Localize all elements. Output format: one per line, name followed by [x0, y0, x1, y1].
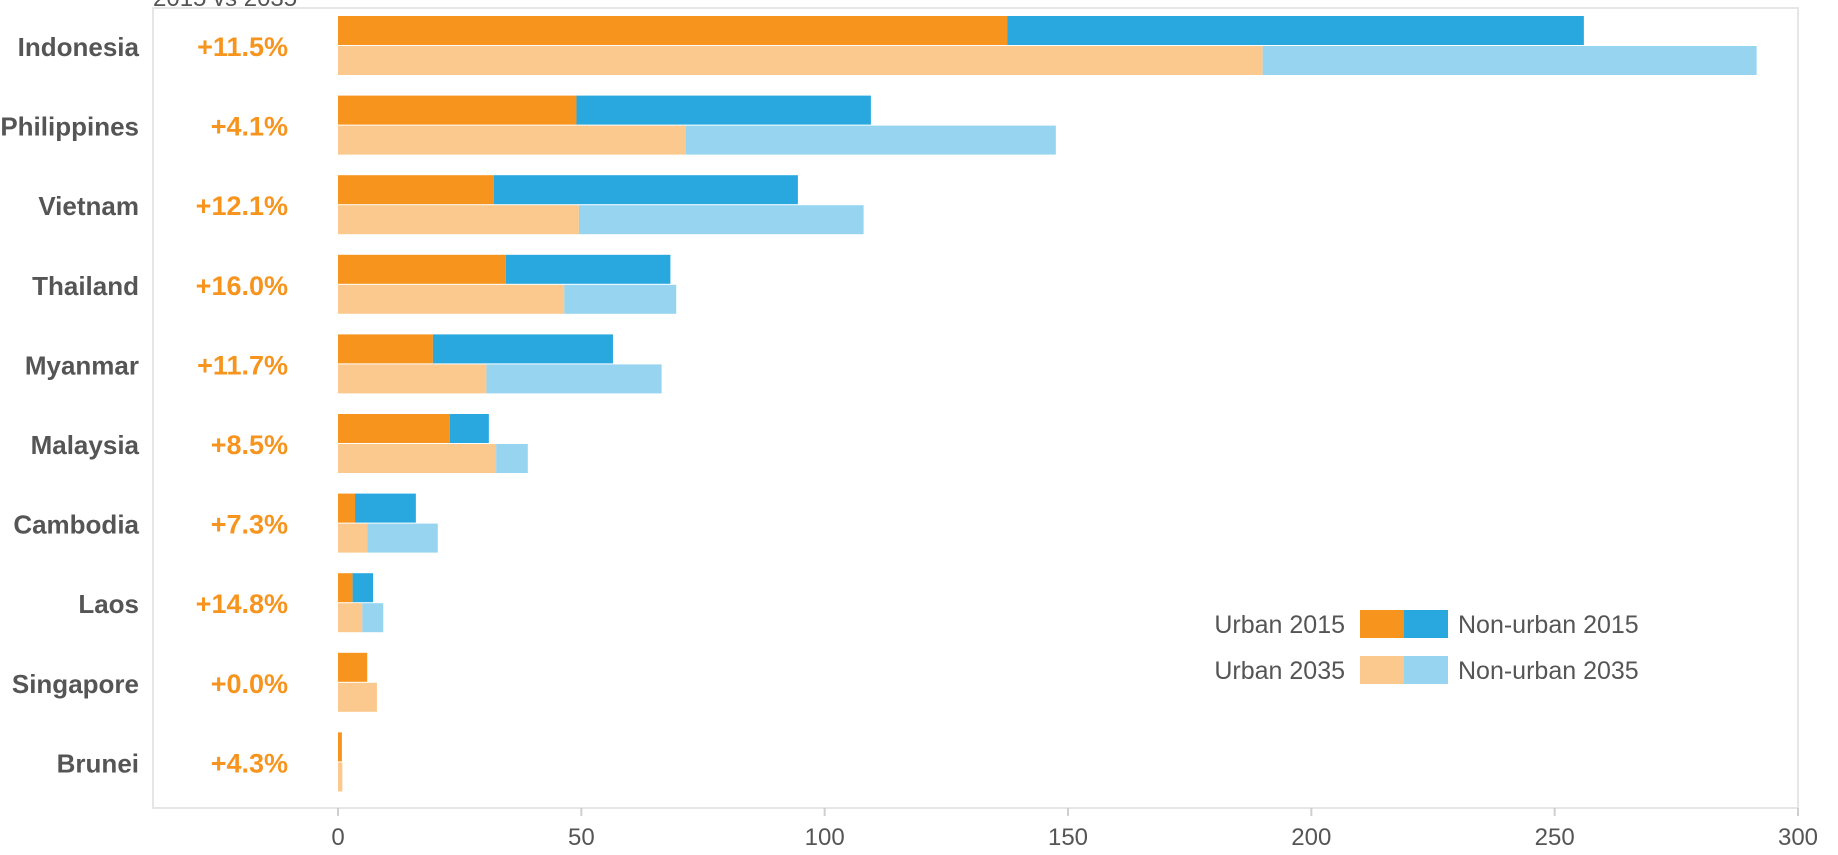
chart-subtitle: 2015 vs 2035 — [153, 0, 297, 12]
bar-myanmar-urban-2035 — [338, 364, 487, 394]
legend-label-non-urban-2035: Non-urban 2035 — [1458, 657, 1639, 685]
change-label-brunei: +4.3% — [211, 748, 288, 778]
bar-thailand-non-urban-2015 — [505, 254, 671, 284]
bar-myanmar-urban-2015 — [338, 334, 433, 364]
bar-philippines-non-urban-2035 — [685, 125, 1056, 155]
bar-singapore-urban-2035 — [338, 682, 377, 712]
bar-myanmar-non-urban-2015 — [432, 334, 613, 364]
category-label-myanmar: Myanmar — [25, 350, 139, 380]
bar-indonesia-non-urban-2035 — [1262, 46, 1757, 75]
bar-thailand-non-urban-2035 — [564, 284, 677, 314]
bar-brunei-urban-2015 — [338, 732, 342, 762]
change-labels: +11.5% +4.1% +12.1% +16.0% +11.7% +8.5% +7.3% +… — [196, 32, 288, 778]
bar-laos-non-urban-2015 — [352, 573, 374, 603]
category-label-vietnam: Vietnam — [38, 191, 139, 221]
x-tick-label-50: 50 — [568, 824, 595, 851]
category-label-thailand: Thailand — [32, 271, 139, 301]
bar-cambodia-non-urban-2015 — [355, 493, 416, 523]
legend: Urban 2015 Non-urban 2015 Urban 2035 Non-ur… — [1214, 610, 1639, 685]
bar-vietnam-non-urban-2035 — [578, 205, 864, 235]
x-tick-label-100: 100 — [805, 824, 845, 851]
bar-singapore-urban-2015 — [338, 652, 368, 682]
bar-brunei-urban-2035 — [338, 762, 343, 792]
legend-swatch-non-urban-2015 — [1404, 610, 1448, 638]
bar-indonesia-urban-2015 — [338, 16, 1008, 45]
change-label-indonesia: +11.5% — [197, 32, 288, 62]
legend-label-urban-2015: Urban 2015 — [1214, 611, 1345, 639]
plot-border — [152, 7, 1799, 809]
bar-thailand-urban-2035 — [338, 284, 565, 314]
change-label-malaysia: +8.5% — [211, 430, 288, 460]
change-label-vietnam: +12.1% — [196, 191, 288, 221]
plot-frame — [152, 7, 1799, 809]
category-label-cambodia: Cambodia — [13, 510, 139, 540]
change-label-philippines: +4.1% — [211, 112, 288, 142]
category-label-indonesia: Indonesia — [18, 32, 140, 62]
category-label-singapore: Singapore — [12, 669, 139, 699]
legend-label-non-urban-2015: Non-urban 2015 — [1458, 611, 1639, 639]
bar-laos-urban-2015 — [338, 573, 353, 603]
bar-laos-urban-2035 — [338, 603, 363, 633]
legend-label-urban-2035: Urban 2035 — [1214, 657, 1345, 685]
bar-vietnam-urban-2015 — [338, 175, 494, 205]
bar-cambodia-urban-2015 — [338, 493, 356, 523]
bar-thailand-urban-2015 — [338, 254, 506, 284]
bar-laos-non-urban-2035 — [362, 603, 384, 633]
bar-malaysia-urban-2015 — [338, 414, 450, 443]
legend-swatch-urban-2035 — [1360, 656, 1404, 684]
bar-cambodia-urban-2035 — [338, 523, 368, 553]
change-label-singapore: +0.0% — [211, 669, 288, 699]
category-label-philippines: Philippines — [0, 112, 139, 142]
bar-malaysia-non-urban-2015 — [449, 414, 489, 443]
bar-philippines-urban-2035 — [338, 125, 686, 155]
x-tick-label-300: 300 — [1778, 824, 1818, 851]
change-label-cambodia: +7.3% — [211, 510, 288, 540]
category-label-laos: Laos — [78, 589, 139, 619]
change-label-thailand: +16.0% — [196, 271, 288, 301]
bar-malaysia-non-urban-2035 — [496, 444, 528, 473]
x-tick-label-200: 200 — [1291, 824, 1331, 851]
category-label-brunei: Brunei — [57, 748, 139, 778]
bar-malaysia-urban-2035 — [338, 444, 497, 473]
bar-philippines-non-urban-2015 — [576, 95, 871, 125]
change-label-laos: +14.8% — [196, 589, 288, 619]
bar-vietnam-urban-2035 — [338, 205, 579, 235]
x-axis-ticks: 0 50 100 150 200 250 300 — [331, 808, 1818, 851]
x-tick-label-0: 0 — [331, 824, 344, 851]
legend-swatch-urban-2015 — [1360, 610, 1404, 638]
bar-indonesia-non-urban-2015 — [1007, 16, 1584, 45]
bars-group — [338, 16, 1757, 792]
legend-swatch-non-urban-2035 — [1404, 656, 1448, 684]
x-tick-label-150: 150 — [1048, 824, 1088, 851]
bar-myanmar-non-urban-2035 — [486, 364, 662, 394]
category-label-malaysia: Malaysia — [31, 430, 140, 460]
change-label-myanmar: +11.7% — [197, 350, 288, 380]
x-tick-label-250: 250 — [1535, 824, 1575, 851]
bar-indonesia-urban-2035 — [338, 46, 1263, 75]
bar-vietnam-non-urban-2015 — [493, 175, 798, 205]
bar-cambodia-non-urban-2035 — [367, 523, 438, 553]
category-labels: Indonesia Philippines Vietnam Thailand Myanm… — [0, 32, 139, 778]
bar-philippines-urban-2015 — [338, 95, 577, 125]
